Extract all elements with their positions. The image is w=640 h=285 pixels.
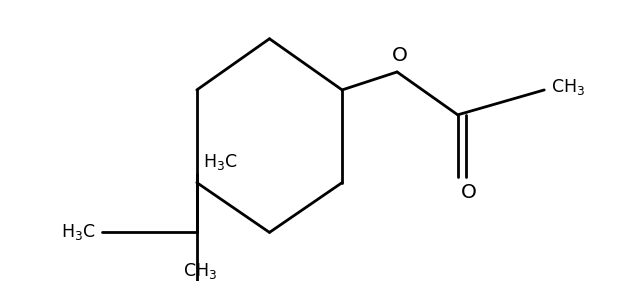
Text: H$_3$C: H$_3$C (203, 152, 238, 172)
Text: O: O (461, 183, 477, 201)
Text: CH$_3$: CH$_3$ (183, 261, 217, 281)
Text: H$_3$C: H$_3$C (61, 222, 96, 243)
Text: CH$_3$: CH$_3$ (550, 77, 585, 97)
Text: O: O (392, 46, 408, 65)
